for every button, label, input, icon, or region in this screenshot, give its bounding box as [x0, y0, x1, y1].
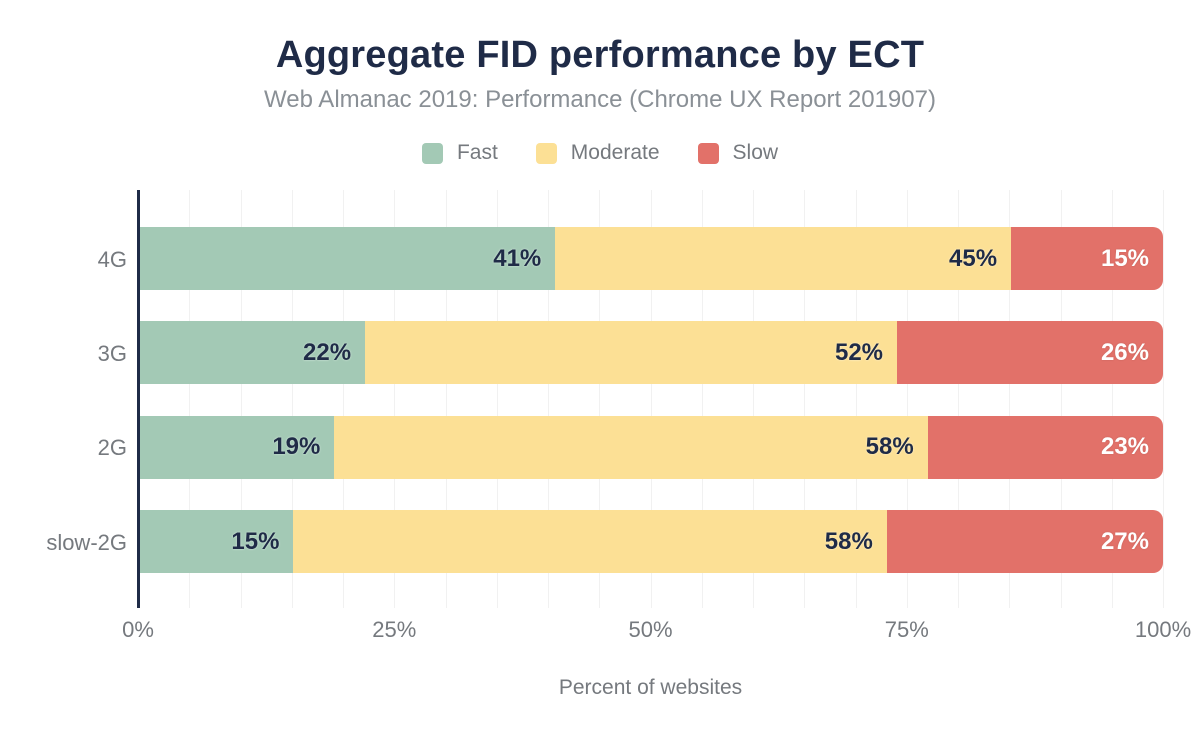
y-axis-label-3G: 3G [97, 340, 127, 366]
bar-value-label: 45% [949, 244, 998, 272]
bar-segment-moderate: 58% [293, 510, 887, 573]
bar-segment-moderate: 52% [365, 321, 898, 385]
grid-line [496, 190, 498, 608]
legend-item-slow: Slow [697, 141, 779, 165]
grid-line [958, 190, 959, 608]
bar-value-label: 15% [231, 527, 280, 555]
grid-line [445, 190, 447, 608]
grid-line [1163, 190, 1164, 608]
grid-line [394, 190, 396, 608]
bar-segment-fast: 41% [140, 227, 556, 290]
x-axis-tick-50%: 50% [628, 617, 673, 642]
bar-segment-slow: 15% [1011, 227, 1164, 290]
grid-line [599, 190, 601, 608]
x-axis-tick-75%: 75% [884, 617, 929, 642]
bar-value-label: 22% [303, 338, 352, 366]
bar-value-label: 23% [1100, 433, 1150, 461]
bar-value-label: 19% [272, 433, 321, 461]
grid-line [753, 190, 754, 608]
bar-value-label: 26% [1100, 338, 1149, 366]
x-axis-tick-25%: 25% [372, 617, 417, 642]
grid-line [1009, 190, 1011, 608]
bar-value-label: 15% [1100, 244, 1150, 272]
y-axis-label-2G: 2G [97, 435, 127, 461]
bar-segment-fast: 22% [140, 321, 366, 385]
grid-line [548, 190, 549, 608]
legend-item-moderate: Moderate [535, 141, 660, 165]
legend: Fast Moderate Slow [0, 141, 1200, 165]
chart-title: Aggregate FID performance by ECT [275, 34, 925, 76]
bar-segment-slow: 23% [927, 415, 1164, 479]
grid-line [291, 190, 293, 608]
x-axis-tick-0%: 0% [122, 617, 154, 642]
bar-row-slow-2G: 15% 58% 27% [140, 510, 1163, 573]
grid-line [343, 190, 344, 608]
bar-value-label: 52% [834, 338, 884, 366]
legend-label: Slow [732, 141, 779, 164]
grid-line [1111, 190, 1113, 608]
bar-segment-slow: 26% [897, 321, 1163, 385]
bar-value-label: 58% [865, 433, 914, 461]
legend-swatch-icon [421, 142, 443, 164]
grid-line [855, 190, 857, 608]
bar-segment-fast: 15% [140, 510, 294, 573]
chart-subtitle: Web Almanac 2019: Performance (Chrome UX… [264, 86, 936, 113]
bar-segment-slow: 27% [886, 510, 1163, 573]
legend-label: Fast [456, 141, 498, 164]
bar-row-3G: 22% 52% 26% [140, 321, 1163, 385]
grid-line [804, 190, 806, 608]
legend-item-fast: Fast [421, 141, 498, 165]
grid-line [189, 190, 191, 608]
legend-swatch-icon [697, 142, 719, 164]
grid-line [906, 190, 908, 608]
y-axis-line [137, 190, 140, 608]
bar-value-label: 58% [824, 527, 873, 555]
legend-swatch-icon [535, 142, 557, 164]
x-axis-title: Percent of websites [558, 676, 743, 699]
bar-segment-moderate: 45% [555, 227, 1012, 290]
bar-value-label: 27% [1100, 527, 1149, 555]
legend-label: Moderate [570, 141, 660, 164]
bar-value-label: 41% [493, 244, 542, 272]
bar-segment-fast: 19% [140, 415, 335, 479]
grid-line [701, 190, 703, 608]
grid-line [240, 190, 242, 608]
grid-line [650, 190, 652, 608]
bar-row-2G: 19% 58% 23% [140, 415, 1164, 479]
y-axis-label-slow-2G: slow-2G [46, 529, 127, 555]
grid-line [1060, 190, 1062, 608]
bar-row-4G: 41% 45% 15% [140, 227, 1164, 290]
y-axis-label-4G: 4G [97, 246, 127, 272]
x-axis-tick-100%: 100% [1134, 617, 1192, 642]
bar-segment-moderate: 58% [334, 415, 928, 479]
